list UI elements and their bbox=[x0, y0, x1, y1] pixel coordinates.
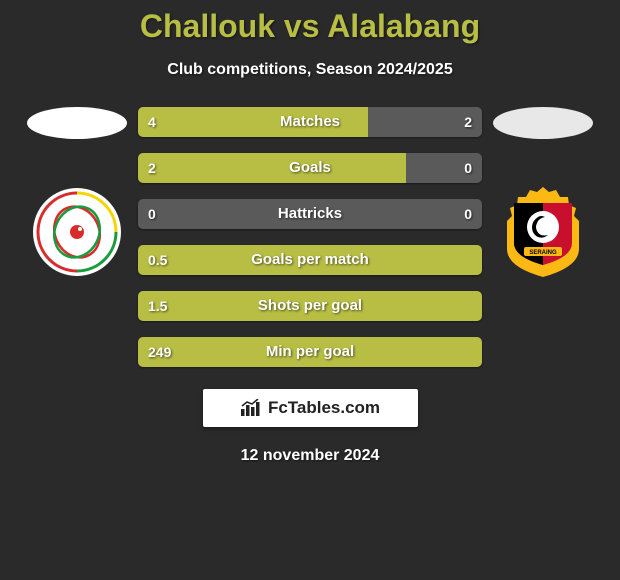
chart-icon bbox=[240, 399, 262, 417]
stat-bar-label: Hattricks bbox=[138, 199, 482, 229]
footer-date: 12 november 2024 bbox=[0, 447, 620, 465]
player-photo-left-placeholder bbox=[27, 107, 127, 139]
stat-bar-left-value: 0 bbox=[148, 199, 156, 229]
stat-bar-left-value: 4 bbox=[148, 107, 156, 137]
site-name: FcTables.com bbox=[268, 398, 380, 418]
stat-bar-label: Matches bbox=[138, 107, 482, 137]
main-row: Matches42Goals20Hattricks00Goals per mat… bbox=[0, 107, 620, 367]
team-badge-left-icon bbox=[32, 187, 122, 277]
stat-bar: Goals2 0 bbox=[138, 153, 482, 183]
stat-bar: Goals per match0.5 bbox=[138, 245, 482, 275]
team-badge-right-icon: SERAING bbox=[500, 187, 586, 277]
player-photo-right-placeholder bbox=[493, 107, 593, 139]
page-title: Challouk vs Alalabang bbox=[0, 0, 620, 45]
team-logo-right: SERAING bbox=[498, 187, 588, 277]
stat-bar-label: Shots per goal bbox=[138, 291, 482, 321]
stat-bar-right-value: 0 bbox=[464, 153, 472, 183]
stat-bar-label: Min per goal bbox=[138, 337, 482, 367]
right-column: SERAING bbox=[488, 107, 598, 277]
team-logo-left bbox=[32, 187, 122, 277]
stat-bar-left-value: 0.5 bbox=[148, 245, 167, 275]
stat-bar-right-value: 0 bbox=[464, 199, 472, 229]
left-column bbox=[22, 107, 132, 277]
svg-text:SERAING: SERAING bbox=[529, 250, 557, 256]
stat-bar-right-value: 2 bbox=[464, 107, 472, 137]
stat-bar: Min per goal249 bbox=[138, 337, 482, 367]
stat-bar: Shots per goal1.5 bbox=[138, 291, 482, 321]
subtitle: Club competitions, Season 2024/2025 bbox=[0, 61, 620, 79]
stat-bar-left-value: 2 bbox=[148, 153, 156, 183]
stat-bar: Hattricks0 0 bbox=[138, 199, 482, 229]
stat-bar-left-value: 249 bbox=[148, 337, 171, 367]
stat-bars: Matches42Goals20Hattricks00Goals per mat… bbox=[132, 107, 488, 367]
stat-bar-label: Goals bbox=[138, 153, 482, 183]
stat-bar-label: Goals per match bbox=[138, 245, 482, 275]
stat-bar: Matches4 2 bbox=[138, 107, 482, 137]
site-badge[interactable]: FcTables.com bbox=[203, 389, 418, 427]
stat-bar-left-value: 1.5 bbox=[148, 291, 167, 321]
